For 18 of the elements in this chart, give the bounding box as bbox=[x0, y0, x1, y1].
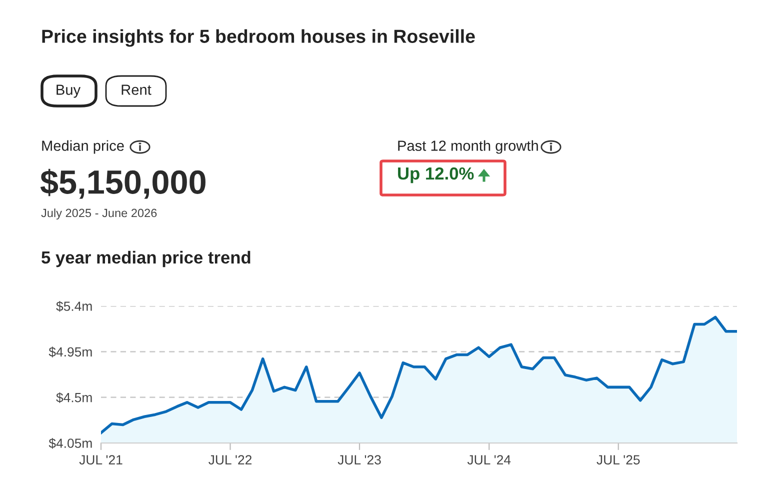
text: Up 12.0% bbox=[398, 167, 474, 184]
x-tick-label: JUL '22 bbox=[208, 455, 252, 464]
y-tick-label: $4.05m bbox=[48, 438, 92, 449]
y-tick-label: $5.4m bbox=[56, 301, 92, 312]
text: Median price bbox=[42, 140, 124, 154]
text: $5,150,000 bbox=[40, 168, 206, 199]
x-tick-label: JUL '23 bbox=[338, 455, 381, 464]
x-tick-label: JUL '24 bbox=[467, 455, 511, 464]
text: Past 12 month growth bbox=[398, 140, 538, 154]
x-tick-label: JUL '21 bbox=[79, 455, 122, 464]
y-tick-label: $4.95m bbox=[48, 346, 92, 358]
text: Rent bbox=[122, 84, 152, 95]
chart-subtitle: 5 year median price trend bbox=[42, 250, 250, 268]
chart-title: Price insights for 5 bedroom houses in Roseville bbox=[42, 29, 475, 47]
text: July 2025 - June 2026 bbox=[41, 208, 157, 220]
x-tick-label: JUL '25 bbox=[596, 455, 640, 464]
text: Buy bbox=[56, 84, 81, 98]
y-tick-label: $4.5m bbox=[56, 392, 92, 404]
